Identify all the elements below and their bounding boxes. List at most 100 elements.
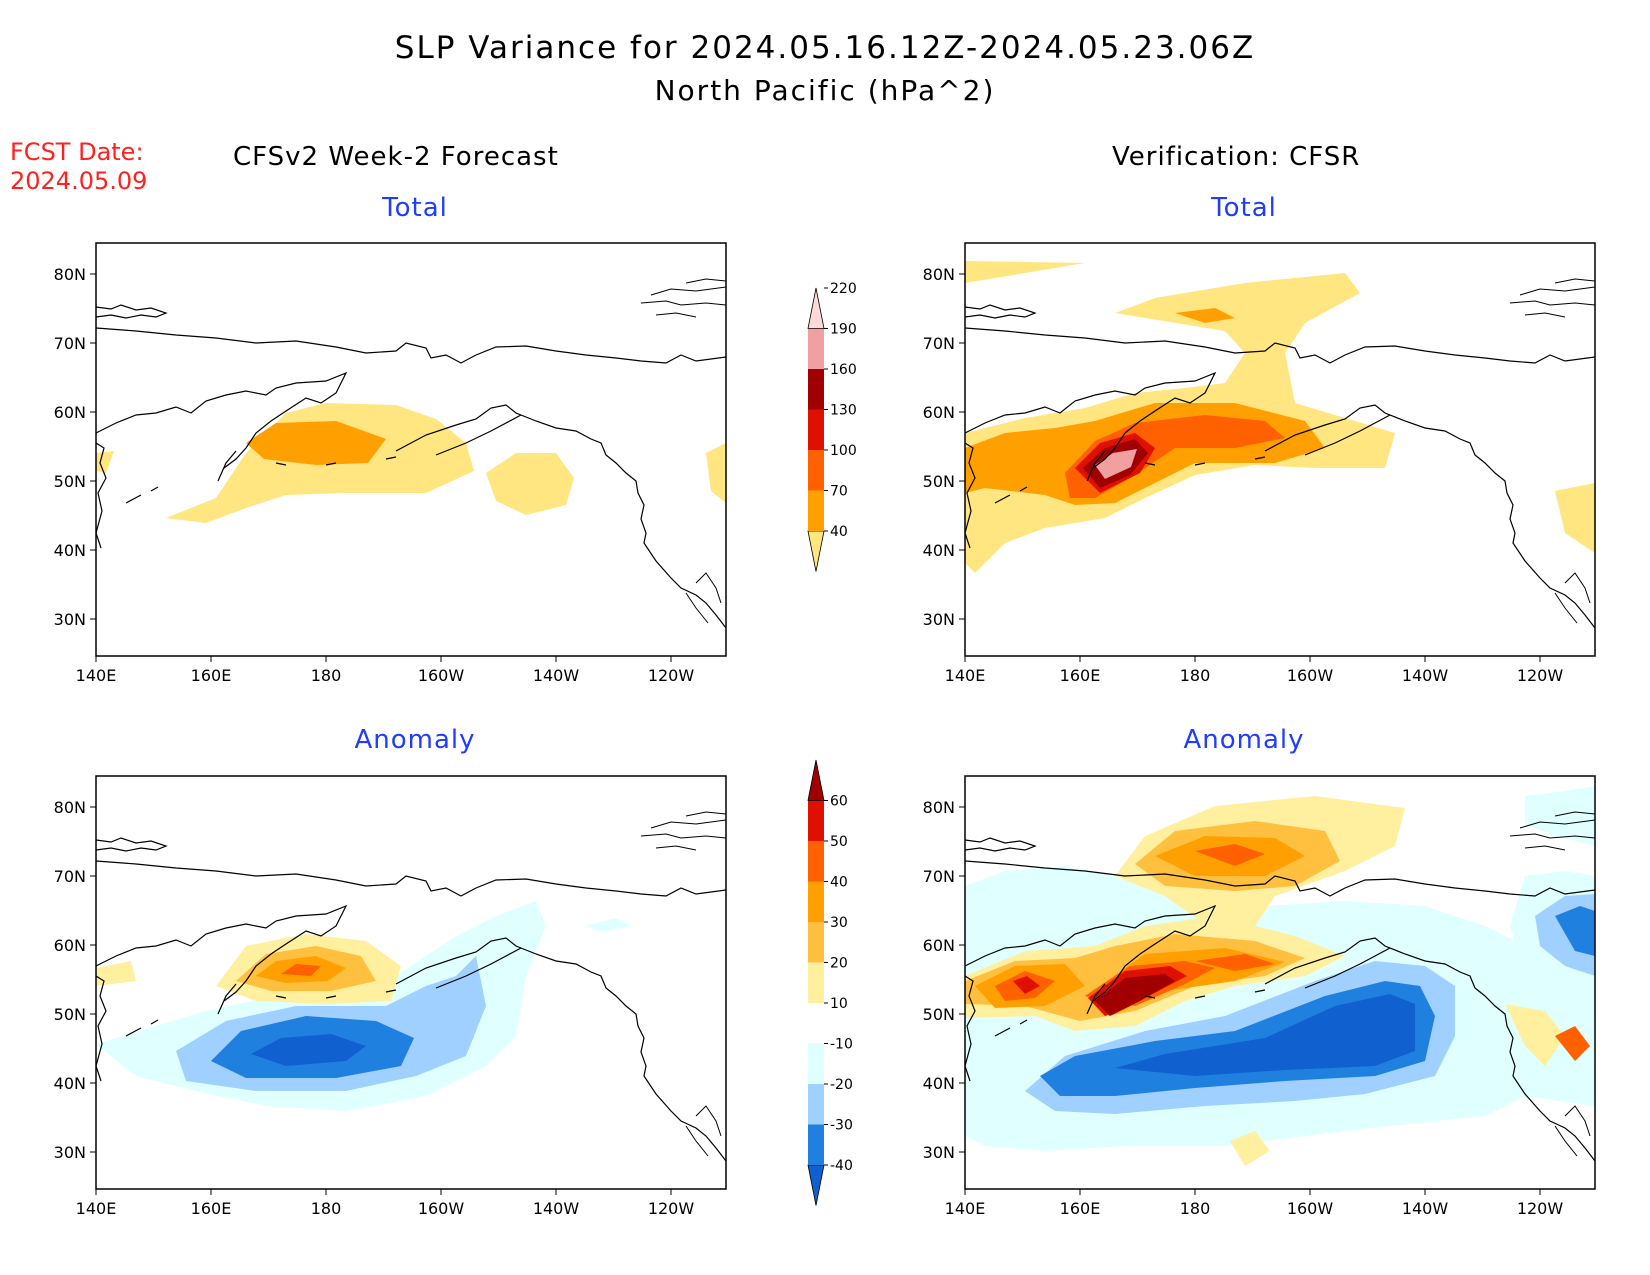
- colorbar-anomaly-level-label: -10: [830, 1037, 853, 1053]
- map-panel-1: 140E 160E 180 160W 140W 120W 30N 40N 50N 60N 70N 80…: [54, 242, 727, 685]
- colorbar-anomaly-cell: [808, 841, 824, 882]
- colorbar-total-cell: [808, 450, 824, 491]
- lon-tick-label: 160E: [1060, 666, 1101, 685]
- lat-tick-label: 80N: [54, 265, 86, 284]
- chart-title: SLP Variance for 2024.05.16.12Z-2024.05.…: [394, 30, 1256, 66]
- lat-tick-label: 70N: [54, 867, 86, 886]
- lon-tick-label: 160W: [418, 666, 465, 685]
- colorbar-anomaly-level-label: -30: [830, 1118, 853, 1134]
- contour-region: [1095, 974, 1175, 1016]
- lon-tick-label: 180: [1180, 666, 1211, 685]
- contour-region: [965, 261, 1085, 283]
- lat-tick-label: 60N: [923, 403, 955, 422]
- colorbar-anomaly: -40 -30 -20 -10 10 20 30 40 50 60: [807, 759, 853, 1206]
- lat-tick-label: 40N: [54, 1074, 86, 1093]
- contour-region: [1195, 954, 1275, 971]
- panel-title-verification-anomaly: Anomaly: [1183, 725, 1305, 755]
- colorbar-total-level-label: 40: [830, 524, 848, 540]
- lon-tick-label: 140W: [533, 666, 580, 685]
- contour-region: [1095, 449, 1137, 479]
- contour-region: [1555, 906, 1595, 956]
- lon-tick-label: 140W: [1402, 1199, 1449, 1218]
- lat-tick-label: 50N: [923, 1005, 955, 1024]
- lon-tick-label: 160E: [191, 666, 232, 685]
- lat-tick-label: 40N: [923, 1074, 955, 1093]
- panel-title-forecast-anomaly: Anomaly: [354, 725, 476, 755]
- lon-tick-label: 160W: [418, 1199, 465, 1218]
- colorbar-total-level-label: 220: [830, 281, 857, 297]
- colorbar-anomaly-level-label: 20: [830, 956, 848, 972]
- colorbar-total-level-label: 130: [830, 403, 857, 419]
- lat-tick-label: 70N: [923, 334, 955, 353]
- forecast-date-value: 2024.05.09: [10, 167, 148, 195]
- colorbar-anomaly-cell: [808, 800, 824, 841]
- colorbar-anomaly-level-label: -40: [830, 1158, 853, 1174]
- colorbar-anomaly-cell: [808, 1084, 824, 1125]
- colorbar-anomaly-cell: [808, 1003, 824, 1044]
- contour-region: [1013, 976, 1040, 994]
- lat-tick-label: 70N: [923, 867, 955, 886]
- colorbar-anomaly-level-label: 40: [830, 875, 848, 891]
- map-frame: [964, 242, 1596, 657]
- lat-tick-label: 80N: [923, 265, 955, 284]
- lon-tick-label: 140E: [945, 1199, 986, 1218]
- lat-tick-label: 40N: [54, 541, 86, 560]
- map-panel-4: 140E 160E 180 160W 140W 120W 30N 40N 50N 60N 70N 80…: [923, 775, 1596, 1218]
- colorbar-anomaly-cell: [808, 1124, 824, 1165]
- colorbar-anomaly-level-label: 10: [830, 996, 848, 1012]
- forecast-date: FCST Date: 2024.05.09: [10, 138, 147, 196]
- lat-tick-label: 30N: [923, 1143, 955, 1162]
- colorbar-total-level-label: 160: [830, 362, 857, 378]
- contour-region: [1505, 1004, 1565, 1066]
- colorbar-anomaly-level-label: 60: [830, 794, 848, 810]
- contour-region: [1175, 308, 1235, 323]
- lon-tick-label: 140E: [76, 1199, 117, 1218]
- colorbar-total-cell: [808, 328, 824, 369]
- lat-tick-label: 40N: [923, 541, 955, 560]
- lon-tick-label: 120W: [1517, 666, 1564, 685]
- colorbar-total-cell: [808, 490, 824, 531]
- lat-tick-label: 50N: [54, 472, 86, 491]
- colorbar-anomaly-cell: [808, 922, 824, 963]
- lon-tick-label: 180: [1180, 1199, 1211, 1218]
- colorbar-anomaly-cap-top: [807, 759, 825, 801]
- lon-tick-label: 140W: [1402, 666, 1449, 685]
- forecast-date-label: FCST Date:: [10, 138, 144, 166]
- map-panel-3: 140E 160E 180 160W 140W 120W 30N 40N 50N 60N 70N 80…: [54, 775, 727, 1218]
- contour-region: [96, 451, 114, 473]
- lat-tick-label: 80N: [54, 798, 86, 817]
- colorbar-anomaly-level-label: 50: [830, 834, 848, 850]
- lon-tick-label: 180: [311, 1199, 342, 1218]
- colorbar-anomaly-cell: [808, 1043, 824, 1084]
- contour-region: [1525, 786, 1595, 846]
- lon-tick-label: 140E: [76, 666, 117, 685]
- lat-tick-label: 50N: [54, 1005, 86, 1024]
- contour-region: [1555, 483, 1595, 553]
- right-column-heading: Verification: CFSR: [1112, 142, 1361, 172]
- colorbar-total-cap-top: [807, 287, 825, 329]
- contour-region: [251, 1034, 366, 1066]
- colorbar-total-level-label: 190: [830, 322, 857, 338]
- map-frame: [964, 775, 1596, 1190]
- lon-tick-label: 120W: [1517, 1199, 1564, 1218]
- lat-tick-label: 70N: [54, 334, 86, 353]
- contour-region: [706, 443, 726, 503]
- colorbar-total-level-label: 70: [830, 484, 848, 500]
- contour-region: [96, 961, 136, 986]
- contour-region: [1555, 1026, 1590, 1061]
- colorbar-anomaly-cap-bottom: [807, 1164, 825, 1206]
- lon-tick-label: 120W: [648, 1199, 695, 1218]
- contour-region: [281, 964, 321, 976]
- lon-tick-label: 160W: [1287, 1199, 1334, 1218]
- lon-tick-label: 140W: [533, 1199, 580, 1218]
- colorbar-total-cell: [808, 409, 824, 450]
- map-frame: [95, 242, 727, 657]
- contour-region: [246, 421, 386, 465]
- chart-subtitle: North Pacific (hPa^2): [654, 74, 996, 107]
- panel-title-forecast-total: Total: [382, 193, 448, 223]
- colorbar-total-cap-bottom: [807, 530, 825, 572]
- lat-tick-label: 30N: [54, 610, 86, 629]
- colorbar-anomaly-cell: [808, 962, 824, 1003]
- lon-tick-label: 120W: [648, 666, 695, 685]
